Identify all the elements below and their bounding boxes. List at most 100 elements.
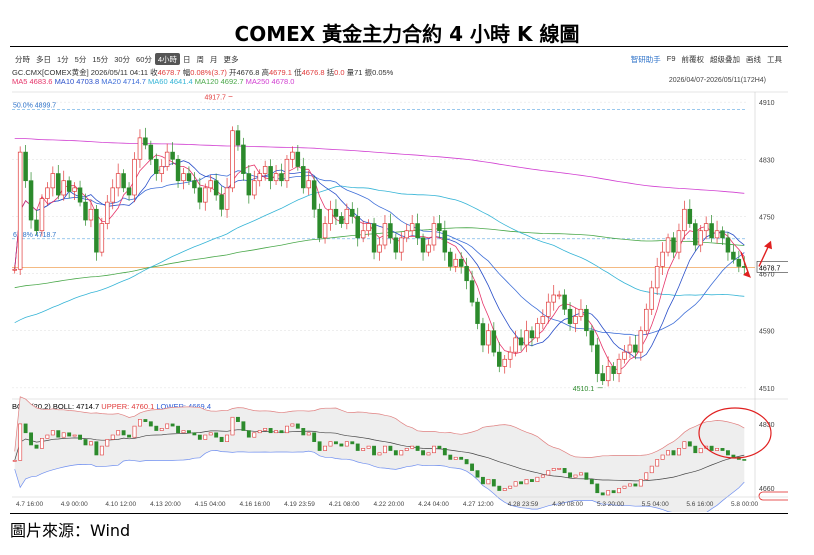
tool-button-5[interactable]: 工具 (767, 55, 782, 64)
boll-candle-81 (453, 456, 458, 460)
boll-candle-115 (638, 479, 643, 487)
candle-body-24 (143, 137, 148, 146)
boll-candle-66 (372, 445, 376, 456)
boll-candle-82 (459, 456, 464, 460)
boll-candle-53 (301, 428, 306, 436)
candle-body-106 (589, 330, 595, 346)
boll-candle-104 (579, 472, 583, 476)
boll-candle-40 (230, 416, 235, 436)
boll-candle-83 (464, 459, 469, 465)
candle-body-34 (197, 187, 203, 203)
amplitude-value: 0.05% (372, 68, 394, 77)
boll-candle-17 (105, 439, 110, 447)
high-annotation: 4917.7 (205, 95, 227, 102)
candle-body-120 (665, 237, 671, 253)
candle-body-98 (546, 301, 551, 317)
period-tab-10[interactable]: 月 (210, 55, 218, 64)
boll-candle-23 (138, 419, 142, 427)
candle-body-87 (486, 330, 491, 346)
boll-candle-120 (666, 450, 670, 456)
tool-button-4[interactable]: 画线 (746, 55, 761, 64)
tool-button-0[interactable]: 智研助手 (630, 55, 661, 64)
tool-button-1[interactable]: F9 (666, 54, 676, 63)
boll-candle-97 (540, 474, 545, 478)
boll-candle-14 (89, 441, 93, 446)
quote-time: 2026/05/11 04:11 (90, 68, 149, 77)
fib-618-label: 61.8% 4718.7 (13, 232, 56, 239)
candle-body-116 (644, 308, 649, 332)
boll-candle-68 (383, 445, 387, 454)
period-tab-0[interactable]: 分時 (15, 55, 30, 64)
candle-body-70 (393, 237, 399, 253)
candle-body-81 (453, 258, 458, 267)
candle-body-113 (627, 344, 633, 353)
candle-body-54 (306, 180, 311, 189)
candle-body-127 (703, 223, 709, 232)
boll-candle-77 (432, 445, 436, 454)
period-tab-11[interactable]: 更多 (223, 55, 239, 64)
boll-candle-31 (181, 430, 186, 434)
candle-body-1 (17, 151, 23, 270)
boll-candle-90 (502, 488, 507, 491)
candle-body-72 (404, 230, 409, 239)
boll-candle-59 (334, 441, 338, 445)
period-tab-2[interactable]: 1分 (57, 55, 69, 64)
tool-button-2[interactable]: 前覆权 (681, 55, 705, 64)
candle-body-31 (181, 173, 186, 182)
boll-candle-1 (18, 423, 23, 461)
close-value: 4678.7 (157, 68, 181, 77)
boll-candle-95 (530, 479, 534, 482)
period-tab-5[interactable]: 30分 (114, 55, 131, 64)
title-rule (10, 46, 788, 47)
boll-candle-105 (584, 472, 589, 480)
highlight-circle (698, 407, 772, 459)
candle-body-97 (540, 316, 546, 324)
candle-body-119 (660, 251, 665, 267)
candle-body-25 (148, 144, 154, 160)
period-tab-8[interactable]: 日 (183, 55, 191, 64)
candle-body-133 (736, 258, 742, 267)
period-tab-6[interactable]: 60分 (136, 55, 152, 64)
x-tick-label-3: 4.13 20:00 (150, 501, 181, 508)
boll-candle-13 (83, 439, 88, 446)
candle-body-42 (241, 144, 246, 174)
candle-body-30 (175, 158, 181, 182)
boll-candle-101 (562, 468, 567, 474)
candle-body-58 (328, 208, 333, 224)
boll-candle-111 (617, 488, 621, 494)
boll-candle-44 (252, 432, 257, 438)
candle-body-13 (83, 201, 88, 221)
boll-candle-119 (660, 454, 665, 460)
candle-body-10 (66, 180, 72, 192)
x-tick-label-11: 4.28 23:59 (508, 501, 539, 508)
candle-body-44 (252, 180, 257, 196)
boll-candle-38 (219, 436, 224, 442)
boll-candle-112 (622, 485, 627, 489)
boll-candle-102 (568, 472, 572, 478)
candle-body-29 (170, 151, 175, 160)
candle-body-114 (633, 344, 638, 353)
boll-candle-71 (399, 450, 404, 456)
candle-body-38 (219, 194, 224, 210)
period-tab-1[interactable]: 多日 (36, 55, 51, 64)
candle-body-48 (273, 173, 279, 182)
period-tab-4[interactable]: 15分 (92, 55, 109, 64)
candle-body-56 (317, 208, 322, 239)
boll-candle-6 (45, 434, 50, 439)
x-tick-label-15: 5.6 16:00 (686, 501, 713, 508)
candle-body-121 (671, 237, 676, 253)
candle-body-82 (458, 258, 464, 267)
boll-mid-line (14, 429, 745, 482)
boll-candle-84 (470, 463, 474, 471)
candle-body-112 (622, 351, 627, 360)
boll-candle-94 (524, 479, 529, 485)
candle-body-79 (442, 230, 448, 253)
boll-candle-7 (50, 430, 55, 436)
tool-button-3[interactable]: 超级叠加 (710, 55, 740, 64)
period-tab-7[interactable]: 4小時 (154, 53, 181, 65)
period-tab-9[interactable]: 周 (196, 55, 205, 64)
boll-candle-126 (698, 448, 703, 454)
period-tab-3[interactable]: 5分 (74, 55, 87, 64)
candle-body-9 (61, 180, 66, 196)
boll-candle-11 (72, 434, 77, 437)
